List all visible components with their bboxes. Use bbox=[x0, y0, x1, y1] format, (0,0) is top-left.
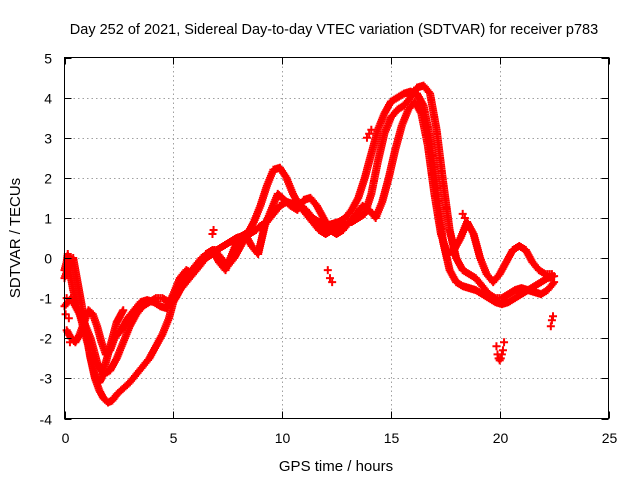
data-point bbox=[119, 306, 128, 315]
x-axis-title: GPS time / hours bbox=[279, 458, 393, 475]
data-point bbox=[497, 350, 506, 359]
data-point bbox=[547, 270, 556, 279]
data-point bbox=[65, 338, 74, 347]
y-tick-label: -4 bbox=[40, 412, 53, 428]
data-point bbox=[323, 266, 332, 275]
data-point bbox=[492, 342, 501, 351]
data-point bbox=[548, 279, 557, 288]
data-point bbox=[367, 125, 376, 134]
y-tick-label: -2 bbox=[40, 331, 53, 347]
data-point bbox=[458, 209, 467, 218]
data-point bbox=[460, 213, 469, 222]
data-point bbox=[463, 221, 472, 230]
data-point bbox=[500, 338, 509, 347]
y-tick-label: 5 bbox=[44, 51, 52, 67]
y-tick-label: 4 bbox=[44, 91, 52, 107]
data-point bbox=[209, 225, 218, 234]
data-point bbox=[64, 314, 73, 323]
y-tick-label: 1 bbox=[44, 211, 52, 227]
x-tick-label: 25 bbox=[602, 430, 618, 446]
y-tick-label: 0 bbox=[44, 251, 52, 267]
data-point bbox=[208, 229, 217, 238]
y-tick-label: 3 bbox=[44, 131, 52, 147]
data-point bbox=[496, 354, 505, 363]
data-point bbox=[339, 218, 348, 227]
x-tick-label: 0 bbox=[62, 430, 70, 446]
data-points bbox=[60, 81, 559, 407]
x-tick-label: 10 bbox=[275, 430, 291, 446]
data-point bbox=[328, 278, 337, 287]
y-tick-label: 2 bbox=[44, 171, 52, 187]
chart-title: Day 252 of 2021, Sidereal Day-to-day VTE… bbox=[70, 22, 598, 38]
data-point bbox=[546, 322, 555, 331]
x-tick-label: 20 bbox=[493, 430, 509, 446]
data-point bbox=[550, 278, 559, 287]
data-point bbox=[150, 295, 159, 304]
y-tick-label: -3 bbox=[40, 371, 53, 387]
x-tick-labels: 0 5 10 15 20 25 bbox=[62, 430, 618, 446]
data-point bbox=[365, 129, 374, 138]
data-point bbox=[61, 310, 70, 319]
x-tick-label: 5 bbox=[170, 430, 178, 446]
data-point bbox=[362, 133, 371, 142]
data-point bbox=[547, 316, 556, 325]
data-point bbox=[489, 293, 498, 302]
data-point bbox=[325, 274, 334, 283]
x-tick-label: 15 bbox=[384, 430, 400, 446]
data-point bbox=[549, 312, 558, 321]
y-axis-title: SDTVAR / TECUs bbox=[7, 178, 24, 298]
plot-frame bbox=[64, 57, 609, 419]
data-point bbox=[498, 346, 507, 355]
y-tick-label: -1 bbox=[40, 291, 53, 307]
data-point bbox=[539, 269, 548, 278]
y-tick-labels: -4 -3 -2 -1 0 1 2 3 4 5 bbox=[40, 51, 53, 428]
axis-ticks bbox=[64, 57, 610, 420]
